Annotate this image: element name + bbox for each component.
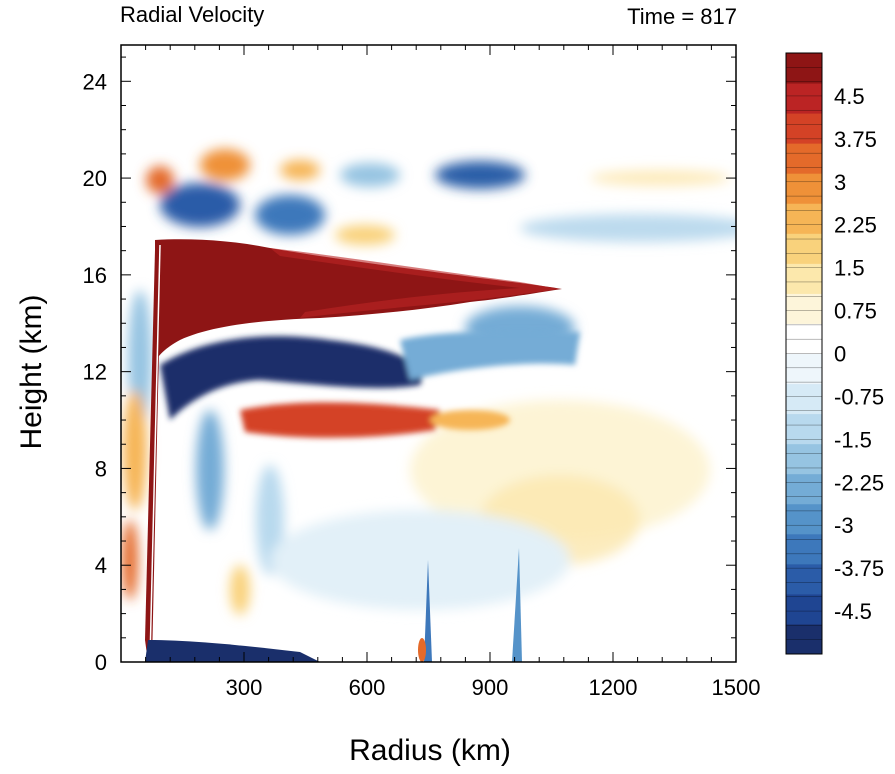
y-tick-label: 12	[83, 360, 107, 385]
colorbar-bin	[786, 593, 822, 625]
x-tick-label: 900	[472, 675, 509, 700]
colorbar-bin	[786, 353, 822, 385]
y-tick-label: 16	[83, 263, 107, 288]
y-tick-label: 4	[95, 553, 107, 578]
surface-inflow	[145, 640, 320, 662]
mid-inflow-band	[160, 336, 422, 420]
colorbar-bin	[786, 83, 822, 114]
y-axis-label: Height (km)	[15, 294, 48, 450]
colorbar-label: 1.5	[834, 256, 865, 281]
colorbar-bin	[786, 203, 822, 234]
colorbar-label: 3.75	[834, 127, 877, 152]
heatmap-blobs-strong	[160, 330, 580, 438]
heatmap-field	[122, 149, 736, 662]
colorbar-label: 2.25	[834, 213, 877, 238]
secondary-outflow	[240, 402, 440, 438]
spike-outflow	[418, 638, 426, 662]
colorbar-label: -2.25	[834, 470, 884, 495]
upper-outflow-band-5	[335, 225, 395, 245]
colorbar-label: 0.75	[834, 299, 877, 324]
colorbar-bin	[786, 383, 822, 415]
upper-inflow-band-5	[255, 195, 325, 235]
lower-outflow-streak	[230, 565, 250, 615]
y-axis-ticks: 0 4 8 12 16 20 24	[83, 56, 736, 675]
inner-outflow-low	[122, 520, 138, 600]
x-axis-label: Radius (km)	[349, 734, 511, 767]
colorbar-bin	[786, 113, 822, 144]
colorbar-bin	[786, 563, 822, 595]
upper-outflow-band-4	[280, 160, 320, 180]
x-tick-label: 1500	[712, 675, 761, 700]
upper-inflow-band-1	[435, 161, 525, 189]
plot-frame	[120, 44, 737, 663]
colorbar-label: -3	[834, 513, 854, 538]
colorbar-bin	[786, 293, 822, 324]
colorbar-label: 0	[834, 342, 846, 367]
colorbar-label: 3	[834, 170, 846, 195]
colorbar-bin	[786, 323, 822, 354]
x-axis-ticks: 300 600 900 1200 1500	[120, 45, 761, 700]
colorbar-label: 4.5	[834, 84, 865, 109]
colorbar-bin	[786, 533, 822, 565]
lower-inflow-wide	[270, 510, 570, 610]
colorbar-bin	[786, 263, 822, 294]
colorbar-bin	[786, 53, 822, 84]
colorbar-label: -3.75	[834, 556, 884, 581]
colorbar-bin	[786, 503, 822, 535]
upper-inflow-band-4	[160, 183, 240, 227]
colorbar-bin	[786, 623, 822, 655]
upper-inflow-band-2	[520, 214, 736, 242]
chart-title: Radial Velocity	[120, 2, 265, 27]
y-tick-label: 20	[83, 166, 107, 191]
upper-outflow-band-3	[146, 166, 174, 194]
x-tick-label: 600	[349, 675, 386, 700]
colorbar-bin	[786, 443, 822, 475]
spike-2	[512, 548, 522, 662]
outflow-jet	[155, 239, 562, 362]
upper-outflow-band-1	[590, 170, 730, 186]
colorbar-bin	[786, 473, 822, 505]
time-label: Time = 817	[627, 4, 737, 29]
inner-outflow-left	[123, 390, 147, 510]
x-tick-label: 1200	[589, 675, 638, 700]
eyewall-edge	[149, 244, 161, 661]
y-tick-label: 0	[95, 650, 107, 675]
colorbar-bin	[786, 173, 822, 204]
colorbar-label: -4.5	[834, 599, 872, 624]
y-tick-label: 24	[83, 69, 107, 94]
colorbar-bin	[786, 233, 822, 264]
outflow-jet-fringe	[270, 248, 560, 318]
colorbar-bin	[786, 143, 822, 174]
mid-inflow-outer	[400, 330, 580, 380]
secondary-outflow-fringe	[430, 410, 510, 430]
colorbar-label: -1.5	[834, 427, 872, 452]
lower-inflow-streak-1	[196, 410, 224, 530]
upper-outflow-band-2	[200, 149, 250, 181]
colorbar: 4.5 3.75 3 2.25 1.5 0.75 0 -0.75 -1.5 -2.25 -3 -3.7…	[785, 52, 884, 655]
spike-1	[424, 560, 432, 662]
colorbar-bin	[786, 413, 822, 445]
colorbar-frame	[785, 52, 823, 655]
y-tick-label: 8	[95, 456, 107, 481]
colorbar-label: -0.75	[834, 384, 884, 409]
upper-inflow-band-6	[340, 163, 400, 187]
x-tick-label: 300	[226, 675, 263, 700]
